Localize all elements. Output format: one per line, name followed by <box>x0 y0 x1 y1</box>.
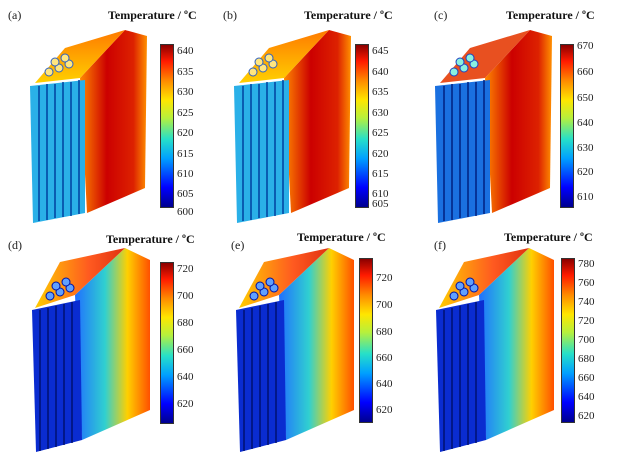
panel-e: (e) Temperature / ºC 720 700 680 660 640… <box>209 228 418 456</box>
colorbar-tick: 615 <box>177 148 194 160</box>
colorbar-tick: 600 <box>177 206 194 218</box>
panel-label: (e) <box>231 238 245 252</box>
panel-label: (f) <box>434 238 446 252</box>
colorbar-tick: 640 <box>376 378 393 390</box>
colorbar-tick: 660 <box>177 344 194 356</box>
colorbar-tick: 640 <box>577 117 594 129</box>
colorbar-title: Temperature / ºC <box>304 8 393 22</box>
colorbar-title: Temperature / ºC <box>297 230 386 244</box>
colorbar-tick: 640 <box>177 45 194 57</box>
colorbar-tick: 740 <box>578 296 595 308</box>
colorbar-tick: 640 <box>177 371 194 383</box>
colorbar-tick: 620 <box>177 398 194 410</box>
colorbar <box>359 258 373 423</box>
colorbar-title: Temperature / ºC <box>504 230 593 244</box>
thermal-model-image <box>236 248 354 452</box>
colorbar-tick: 620 <box>177 127 194 139</box>
colorbar-title: Temperature / ºC <box>506 8 595 22</box>
colorbar-tick: 640 <box>578 391 595 403</box>
colorbar-tick: 680 <box>376 326 393 338</box>
colorbar-tick: 645 <box>372 45 389 57</box>
colorbar-tick: 700 <box>177 290 194 302</box>
colorbar-tick: 720 <box>177 263 194 275</box>
panel-label: (c) <box>434 8 448 22</box>
colorbar-title: Temperature / ºC <box>108 8 197 22</box>
colorbar-tick: 650 <box>577 92 594 104</box>
panel-label: (a) <box>8 8 22 22</box>
colorbar-tick: 620 <box>376 404 393 416</box>
colorbar-tick: 630 <box>177 86 194 98</box>
colorbar-tick: 630 <box>577 142 594 154</box>
colorbar-tick: 635 <box>177 66 194 78</box>
colorbar-tick: 720 <box>578 315 595 327</box>
colorbar-tick: 605 <box>177 188 194 200</box>
colorbar-tick: 670 <box>577 40 594 52</box>
colorbar-tick: 625 <box>177 107 194 119</box>
panel-c: (c) Temperature / ºC 670 660 650 640 630… <box>418 0 627 228</box>
colorbar-tick: 630 <box>372 107 389 119</box>
panel-a: (a) Temperature / ºC 640 635 630 625 620… <box>0 0 209 228</box>
panel-label: (b) <box>223 8 237 22</box>
panel-f: (f) Temperature / ºC 780 760 740 720 700… <box>418 228 627 456</box>
colorbar-tick: 680 <box>177 317 194 329</box>
colorbar-tick: 700 <box>578 334 595 346</box>
colorbar <box>561 258 575 423</box>
colorbar-tick: 605 <box>372 198 389 210</box>
thermal-model-image <box>435 30 552 223</box>
colorbar <box>160 262 174 424</box>
colorbar-tick: 640 <box>372 66 389 78</box>
colorbar-tick: 660 <box>376 352 393 364</box>
panel-b: (b) Temperature / ºC 645 640 635 630 625… <box>209 0 418 228</box>
colorbar <box>160 44 174 208</box>
colorbar-tick: 610 <box>372 188 389 200</box>
thermal-model-image <box>30 30 147 223</box>
colorbar <box>355 44 369 208</box>
thermal-model-image <box>32 248 150 452</box>
colorbar-tick: 615 <box>372 168 389 180</box>
colorbar-tick: 700 <box>376 299 393 311</box>
thermal-model-image <box>234 30 351 223</box>
colorbar-tick: 660 <box>577 66 594 78</box>
colorbar-title: Temperature / ºC <box>106 232 195 246</box>
colorbar-tick: 760 <box>578 277 595 289</box>
colorbar <box>560 44 574 208</box>
thermal-model-image <box>436 248 554 452</box>
panel-label: (d) <box>8 238 22 252</box>
colorbar-tick: 780 <box>578 258 595 270</box>
colorbar-tick: 720 <box>376 272 393 284</box>
colorbar-tick: 620 <box>577 166 594 178</box>
colorbar-tick: 635 <box>372 86 389 98</box>
colorbar-tick: 620 <box>372 148 389 160</box>
colorbar-tick: 680 <box>578 353 595 365</box>
colorbar-tick: 660 <box>578 372 595 384</box>
colorbar-tick: 625 <box>372 127 389 139</box>
colorbar-tick: 620 <box>578 410 595 422</box>
colorbar-tick: 610 <box>577 191 594 203</box>
colorbar-tick: 610 <box>177 168 194 180</box>
panel-d: (d) Temperature / ºC 720 700 680 660 640… <box>0 228 209 456</box>
